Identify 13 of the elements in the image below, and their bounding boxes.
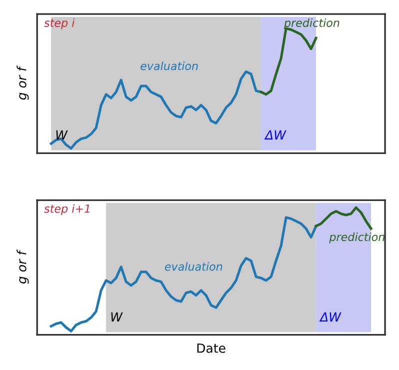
annotation: ΔW: [319, 312, 342, 322]
series-label: prediction: [329, 232, 384, 244]
y-axis-title: g or f: [16, 249, 29, 284]
x-axis-title: Date: [197, 344, 226, 353]
annotation: step i: [44, 18, 75, 30]
series-label: prediction: [284, 18, 340, 30]
annotation: ΔW: [264, 130, 286, 140]
annotation: step i+1: [44, 204, 90, 215]
y-axis-title: g or f: [16, 66, 29, 100]
annotation: W: [56, 130, 68, 140]
series-label: evaluation: [164, 262, 222, 271]
annotation: W: [111, 312, 123, 322]
series-label: evaluation: [140, 62, 198, 70]
